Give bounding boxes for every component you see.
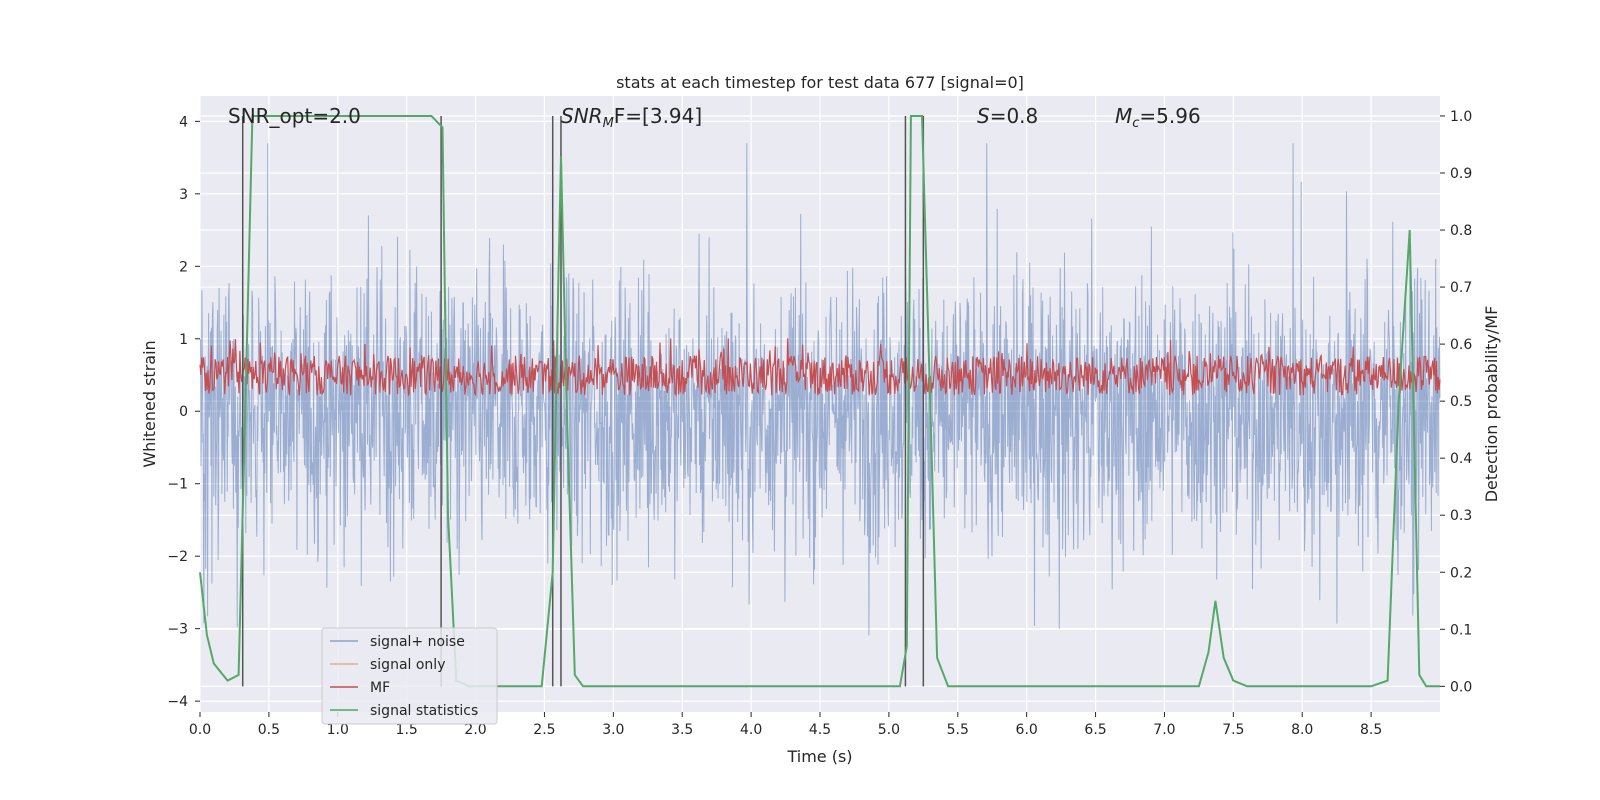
- y2-axis-label: Detection probability/MF: [1482, 306, 1501, 503]
- y2-tick-label: 0.7: [1450, 280, 1472, 296]
- y-tick-label: 0: [179, 404, 188, 420]
- y-axis-label: Whitened strain: [140, 340, 159, 467]
- y-tick-label: 4: [179, 114, 188, 130]
- x-tick-label: 7.0: [1153, 722, 1175, 738]
- x-tick-label: 2.5: [533, 722, 555, 738]
- y-tick-label: −3: [167, 622, 188, 638]
- y2-tick-label: 0.8: [1450, 223, 1472, 239]
- y2-tick-label: 0.1: [1450, 622, 1472, 638]
- x-tick-label: 6.0: [1016, 722, 1038, 738]
- y-tick-label: −4: [167, 694, 188, 710]
- x-tick-label: 5.0: [878, 722, 900, 738]
- annotation-snr-opt: SNR_opt=2.0: [228, 104, 361, 128]
- legend-label-mf: MF: [370, 680, 390, 696]
- y2-ticks: 0.0 0.1 0.2 0.3 0.4 0.5 0.6 0.7 0.8 0.9 1.0: [1440, 109, 1472, 695]
- x-axis-label: Time (s): [786, 747, 852, 766]
- x-tick-label: 6.5: [1084, 722, 1106, 738]
- x-tick-label: 3.0: [602, 722, 624, 738]
- y-ticks: −4 −3 −2 −1 0 1 2 3 4: [167, 114, 200, 710]
- y2-tick-label: 0.4: [1450, 451, 1472, 467]
- x-tick-label: 7.5: [1222, 722, 1244, 738]
- x-ticks: 0.0 0.5 1.0 1.5 2.0 2.5 3.0 3.5 4.0 4.5 5.0 5.5 6.0 6…: [189, 712, 1382, 738]
- legend-label-signal-statistics: signal statistics: [370, 703, 478, 719]
- legend: signal+ noise signal only MF signal stat…: [321, 627, 498, 725]
- x-tick-label: 4.5: [809, 722, 831, 738]
- x-tick-label: 8.5: [1360, 722, 1382, 738]
- x-tick-label: 2.0: [464, 722, 486, 738]
- y2-tick-label: 0.5: [1450, 394, 1472, 410]
- x-tick-label: 5.5: [947, 722, 969, 738]
- y2-tick-label: 0.0: [1450, 679, 1472, 695]
- y2-tick-label: 0.9: [1450, 166, 1472, 182]
- legend-label-signal-noise: signal+ noise: [370, 634, 465, 650]
- series-signal-statistics: [199, 115, 1440, 688]
- x-tick-label: 8.0: [1291, 722, 1313, 738]
- y-tick-label: −2: [167, 549, 188, 565]
- x-tick-label: 4.0: [740, 722, 762, 738]
- y2-tick-label: 0.3: [1450, 508, 1472, 524]
- annotation-s: S=0.8: [977, 104, 1038, 128]
- x-tick-label: 0.5: [258, 722, 280, 738]
- x-tick-label: 3.5: [671, 722, 693, 738]
- x-tick-label: 0.0: [189, 722, 211, 738]
- series-mf: [199, 338, 1441, 398]
- y2-tick-label: 1.0: [1450, 109, 1472, 125]
- y2-tick-label: 0.2: [1450, 565, 1472, 581]
- y-tick-label: 1: [179, 332, 188, 348]
- y-tick-label: 2: [179, 259, 188, 275]
- series-signal-noise: [199, 143, 1441, 636]
- series-layer: [199, 115, 1441, 688]
- legend-label-signal-only: signal only: [370, 657, 445, 673]
- annotation-mc: Mc=5.96: [1115, 104, 1201, 131]
- x-tick-label: 1.5: [396, 722, 418, 738]
- chart-title: stats at each timestep for test data 677…: [616, 73, 1024, 92]
- legend-box: [321, 627, 498, 725]
- y2-tick-label: 0.6: [1450, 337, 1472, 353]
- x-tick-label: 1.0: [327, 722, 349, 738]
- annotation-snr-mf: SNRMF=[3.94]: [561, 104, 702, 131]
- y-tick-label: −1: [167, 477, 188, 493]
- y-tick-label: 3: [179, 187, 188, 203]
